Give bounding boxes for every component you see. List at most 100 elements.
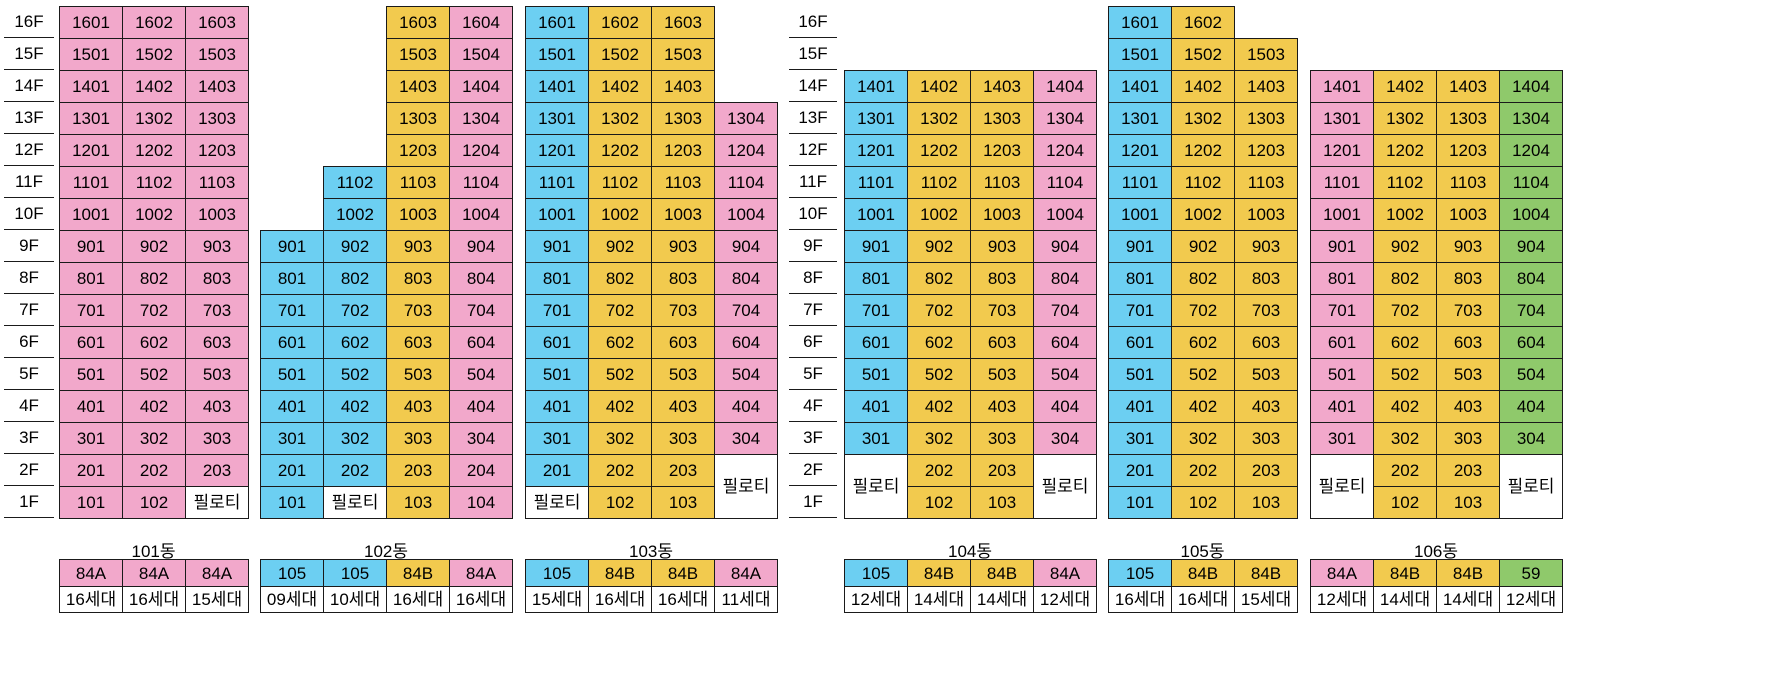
unit-cell: 303: [970, 422, 1034, 455]
unit-cell: 1502: [588, 38, 652, 71]
unit-cell: 1202: [122, 134, 186, 167]
unit-cell: 901: [260, 230, 324, 263]
unit-type-cell: 84A: [185, 559, 249, 587]
unit-cell: 101: [260, 486, 324, 519]
piloti-cell: 필로티: [844, 454, 908, 519]
unit-cell: 1601: [1108, 6, 1172, 39]
unit-cell: 304: [714, 422, 778, 455]
building-name: 105동: [1180, 542, 1225, 561]
unit-cell: 301: [59, 422, 123, 455]
unit-cell: 1201: [844, 134, 908, 167]
piloti-cell: 필로티: [1310, 454, 1374, 519]
unit-cell: 801: [260, 262, 324, 295]
unit-cell: 401: [525, 390, 589, 423]
unit-cell: 301: [525, 422, 589, 455]
unit-cell: 1402: [122, 70, 186, 103]
unit-cell: 1603: [651, 6, 715, 39]
unit-cell: 501: [260, 358, 324, 391]
unit-type-cell: 105: [525, 559, 589, 587]
unit-cell: 1401: [59, 70, 123, 103]
floor-label: 13F: [4, 102, 54, 134]
unit-cell: 503: [386, 358, 450, 391]
unit-cell: 1203: [386, 134, 450, 167]
unit-type-cell: 84B: [651, 559, 715, 587]
unit-cell: 1303: [185, 102, 249, 135]
unit-cell: 301: [1310, 422, 1374, 455]
unit-cell: 1102: [1171, 166, 1235, 199]
unit-cell: 1104: [1033, 166, 1097, 199]
unit-cell: 702: [907, 294, 971, 327]
floor-label: 12F: [789, 134, 837, 166]
household-count-cell: 16세대: [122, 586, 186, 613]
floor-label: 6F: [789, 326, 837, 358]
unit-cell: 304: [449, 422, 513, 455]
unit-cell: 804: [449, 262, 513, 295]
unit-cell: 1101: [1310, 166, 1374, 199]
floor-label: 15F: [789, 38, 837, 70]
household-count-cell: 12세대: [1033, 586, 1097, 613]
unit-cell: 102: [1171, 486, 1235, 519]
unit-cell: 1503: [651, 38, 715, 71]
unit-cell: 401: [260, 390, 324, 423]
unit-cell: 302: [907, 422, 971, 455]
unit-cell: 1004: [714, 198, 778, 231]
unit-cell: 1002: [907, 198, 971, 231]
unit-cell: 802: [907, 262, 971, 295]
unit-cell: 1502: [1171, 38, 1235, 71]
unit-cell: 203: [970, 454, 1034, 487]
unit-type-cell: 84B: [1234, 559, 1298, 587]
unit-cell: 301: [844, 422, 908, 455]
unit-type-cell: 84B: [386, 559, 450, 587]
unit-cell: 1303: [386, 102, 450, 135]
unit-cell: 703: [970, 294, 1034, 327]
unit-cell: 703: [651, 294, 715, 327]
unit-cell: 1403: [185, 70, 249, 103]
unit-cell: 1601: [59, 6, 123, 39]
unit-cell: 203: [651, 454, 715, 487]
unit-cell: 303: [386, 422, 450, 455]
unit-cell: 1203: [970, 134, 1034, 167]
unit-cell: 402: [1373, 390, 1437, 423]
unit-cell: 604: [1499, 326, 1563, 359]
unit-cell: 1602: [588, 6, 652, 39]
unit-cell: 1104: [714, 166, 778, 199]
household-count-cell: 15세대: [525, 586, 589, 613]
unit-cell: 603: [185, 326, 249, 359]
unit-cell: 803: [386, 262, 450, 295]
unit-cell: 1103: [970, 166, 1034, 199]
unit-cell: 103: [1234, 486, 1298, 519]
unit-cell: 1203: [651, 134, 715, 167]
unit-cell: 602: [588, 326, 652, 359]
unit-cell: 501: [1108, 358, 1172, 391]
unit-cell: 1001: [59, 198, 123, 231]
household-count-cell: 14세대: [970, 586, 1034, 613]
unit-cell: 701: [260, 294, 324, 327]
unit-cell: 804: [714, 262, 778, 295]
unit-cell: 1004: [449, 198, 513, 231]
unit-cell: 1203: [1234, 134, 1298, 167]
floor-label: 4F: [4, 390, 54, 422]
unit-cell: 1601: [525, 6, 589, 39]
unit-cell: 303: [1234, 422, 1298, 455]
unit-cell: 703: [386, 294, 450, 327]
unit-cell: 404: [449, 390, 513, 423]
household-count-cell: 12세대: [1310, 586, 1374, 613]
unit-cell: 901: [1310, 230, 1374, 263]
floor-label: 16F: [4, 6, 54, 38]
unit-cell: 1204: [449, 134, 513, 167]
unit-cell: 1404: [449, 70, 513, 103]
unit-cell: 201: [1108, 454, 1172, 487]
unit-cell: 603: [386, 326, 450, 359]
unit-cell: 1002: [588, 198, 652, 231]
unit-type-cell: 84B: [1373, 559, 1437, 587]
household-count-cell: 14세대: [1373, 586, 1437, 613]
building-name: 106동: [1413, 542, 1458, 561]
unit-cell: 1004: [1033, 198, 1097, 231]
unit-cell: 302: [323, 422, 387, 455]
floor-label: 10F: [789, 198, 837, 230]
unit-cell: 501: [525, 358, 589, 391]
unit-cell: 703: [1234, 294, 1298, 327]
unit-cell: 201: [525, 454, 589, 487]
unit-cell: 1003: [1234, 198, 1298, 231]
unit-type-cell: 105: [844, 559, 908, 587]
